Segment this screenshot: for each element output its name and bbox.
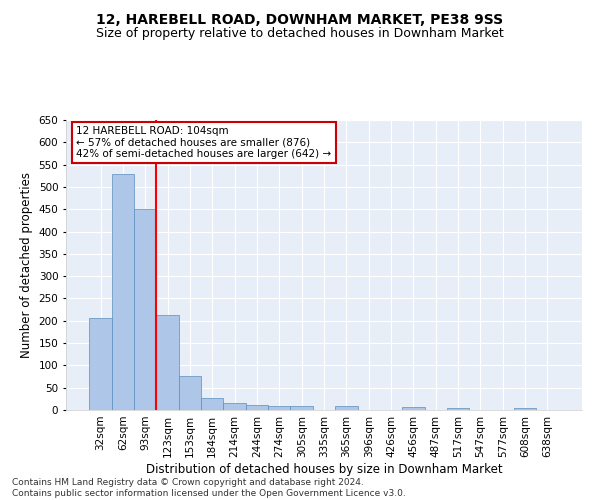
Y-axis label: Number of detached properties: Number of detached properties <box>20 172 33 358</box>
Bar <box>112 174 134 410</box>
Text: 12 HAREBELL ROAD: 104sqm
← 57% of detached houses are smaller (876)
42% of semi-: 12 HAREBELL ROAD: 104sqm ← 57% of detach… <box>76 126 331 159</box>
Bar <box>179 376 201 410</box>
Bar <box>157 316 179 410</box>
Text: 12, HAREBELL ROAD, DOWNHAM MARKET, PE38 9SS: 12, HAREBELL ROAD, DOWNHAM MARKET, PE38 … <box>97 12 503 26</box>
X-axis label: Distribution of detached houses by size in Downham Market: Distribution of detached houses by size … <box>146 462 502 475</box>
Text: Contains HM Land Registry data © Crown copyright and database right 2024.
Contai: Contains HM Land Registry data © Crown c… <box>12 478 406 498</box>
Bar <box>268 406 290 410</box>
Bar <box>514 408 536 410</box>
Bar <box>290 406 313 410</box>
Bar <box>201 398 223 410</box>
Bar <box>246 404 268 410</box>
Bar <box>89 318 112 410</box>
Bar <box>223 404 246 410</box>
Bar <box>447 408 469 410</box>
Text: Size of property relative to detached houses in Downham Market: Size of property relative to detached ho… <box>96 28 504 40</box>
Bar <box>335 406 358 410</box>
Bar <box>134 209 157 410</box>
Bar <box>402 408 425 410</box>
